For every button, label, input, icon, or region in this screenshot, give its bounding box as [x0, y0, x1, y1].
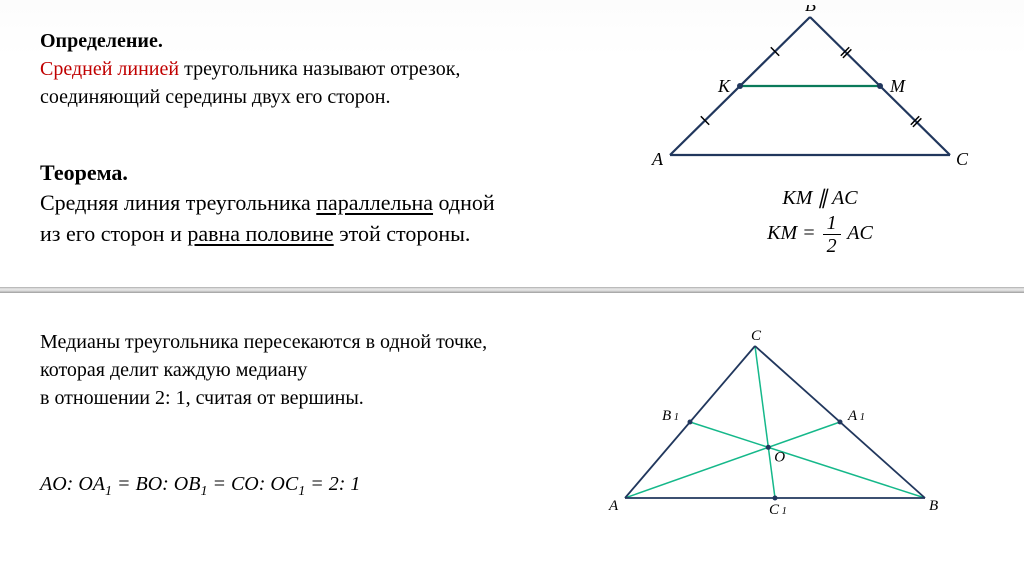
formula-half: KM = 12 AC	[745, 212, 895, 257]
triangle-medians-diagram: A B C A 1 B 1 C 1 O	[605, 328, 965, 528]
svg-text:A: A	[608, 498, 619, 514]
svg-text:A 1: A 1	[847, 408, 865, 424]
svg-text:B 1: B 1	[662, 408, 679, 424]
theorem-block: Теорема. Средняя линия треугольника пара…	[40, 160, 600, 250]
svg-text:K: K	[717, 76, 731, 96]
svg-text:B: B	[805, 5, 816, 15]
svg-text:B: B	[929, 498, 938, 514]
slide-bottom: Медианы треугольника пересекаются в одно…	[0, 293, 1024, 574]
definition-text: Средней линией треугольника называют отр…	[40, 55, 580, 111]
svg-text:C 1: C 1	[769, 502, 787, 518]
definition-highlight: Средней линией	[40, 58, 179, 80]
triangle-midline-diagram: A B C K M	[650, 5, 990, 175]
svg-text:A: A	[651, 149, 664, 169]
svg-text:C: C	[751, 328, 762, 344]
theorem-title: Теорема.	[40, 160, 600, 186]
slide-top: Определение. Средней линией треугольника…	[0, 0, 1024, 287]
svg-text:O: O	[774, 449, 785, 465]
theorem-text: Средняя линия треугольника параллельна о…	[40, 188, 600, 250]
svg-text:C: C	[956, 149, 969, 169]
formula-parallel: KM ∥ AC	[745, 185, 895, 210]
median-text-block: Медианы треугольника пересекаются в одно…	[40, 328, 580, 412]
definition-title: Определение.	[40, 30, 580, 53]
svg-text:M: M	[889, 76, 906, 96]
ratio-formula: AO: OA1 = BO: OB1 = CO: OC1 = 2: 1	[40, 473, 360, 500]
definition-block: Определение. Средней линией треугольника…	[40, 30, 580, 111]
